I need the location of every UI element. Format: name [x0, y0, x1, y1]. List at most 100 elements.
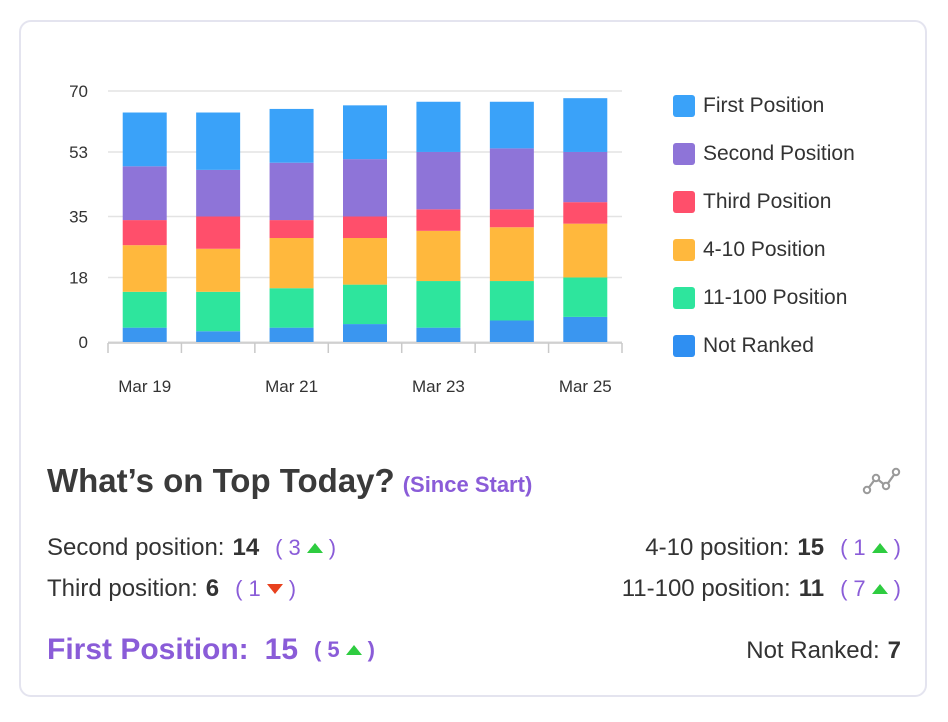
arrow-down-icon [266, 584, 283, 594]
legend-label: 4-10 Position [703, 238, 826, 261]
bar-segment [563, 277, 608, 317]
bar-segment [343, 324, 387, 342]
legend-label: Third Position [703, 190, 832, 213]
bar-segment [416, 209, 461, 231]
since-start-link[interactable]: (Since Start) [402, 472, 533, 497]
legend-item-first-position[interactable]: First Position [673, 94, 824, 118]
stat-second-position: Second position: 14 (3) [47, 534, 336, 562]
x-tick-label: Mar 21 [265, 377, 318, 396]
bar-segment [489, 320, 534, 342]
bar-segment [122, 245, 167, 292]
y-tick-label: 53 [69, 143, 88, 162]
stat-label: 4-10 position: [645, 534, 790, 561]
legend-label: Not Ranked [703, 334, 814, 357]
legend-item-not-ranked[interactable]: Not Ranked [673, 334, 814, 358]
stat-label: First Position: [47, 633, 249, 666]
legend-item-third-position[interactable]: Third Position [673, 190, 831, 214]
arrow-up-icon [306, 543, 323, 553]
bar-segment [269, 108, 314, 163]
legend-item-second-position[interactable]: Second Position [673, 142, 855, 166]
bar-segment [196, 331, 241, 342]
bar-segment [489, 101, 534, 149]
delta-value: 1 [853, 535, 866, 560]
legend-item-4-10-position[interactable]: 4-10 Position [673, 238, 826, 262]
bar-segment [416, 327, 461, 342]
stat-label: Third position: [47, 575, 198, 602]
bar-segment [269, 238, 314, 289]
bar-segment [196, 291, 241, 332]
bar-segment [416, 101, 461, 152]
bar-segment [343, 216, 387, 239]
bar-segment [563, 202, 608, 224]
legend-swatch [673, 95, 695, 117]
stat-first-position: First Position: 15 (5) [47, 633, 375, 667]
delta-value: 1 [248, 576, 261, 601]
bar-segment [563, 316, 608, 342]
delta-value: 3 [288, 535, 301, 560]
delta-value: 7 [853, 576, 866, 601]
delta-value: 5 [327, 637, 340, 662]
y-tick-label: 0 [79, 333, 88, 352]
bar-segment [343, 105, 387, 160]
stat-value: 11 [798, 575, 825, 602]
bar-segment [196, 248, 241, 292]
bar-segment [489, 281, 534, 321]
stat-delta: (3) [275, 535, 337, 560]
stat-value: 15 [797, 534, 825, 561]
bar-segment [416, 281, 461, 328]
bar-segment [489, 227, 534, 282]
line-chart-icon[interactable] [862, 466, 902, 496]
bar-segment [563, 223, 608, 278]
bar-segment [122, 220, 167, 246]
stat-label: 11-100 position: [621, 575, 791, 602]
bar-segment [269, 162, 314, 221]
bar-segment [416, 230, 461, 282]
bar-segment [563, 151, 608, 203]
x-tick-label: Mar 25 [559, 377, 612, 396]
section-title-text: What’s on Top Today? [47, 462, 395, 499]
arrow-up-icon [345, 645, 362, 655]
bar-segment [489, 148, 534, 210]
stat-third-position: Third position: 6 (1) [47, 575, 296, 603]
bar-segment [269, 327, 314, 342]
bar-segment [196, 112, 241, 170]
section-title: What’s on Top Today? (Since Start) [47, 462, 532, 500]
legend-label: 11-100 Position [703, 286, 848, 309]
legend-swatch [673, 143, 695, 165]
bar-segment [343, 159, 387, 217]
stat-value: 14 [232, 534, 260, 561]
stat-delta: (1) [235, 576, 297, 601]
stacked-bar-chart: 0 18 35 53 70 Mar 19 Mar 21 Mar 23 Mar 25 [69, 82, 623, 396]
bar-segment [563, 98, 608, 152]
bar-segment [122, 291, 167, 328]
bar-segment [489, 209, 534, 228]
y-tick-label: 35 [69, 208, 88, 227]
stat-value: 6 [205, 575, 220, 602]
arrow-up-icon [871, 543, 888, 553]
bar-segment [343, 284, 387, 325]
bar-segment [122, 112, 167, 167]
legend-item-11-100-position[interactable]: 11-100 Position [673, 286, 847, 310]
stat-delta: (1) [840, 535, 901, 560]
stat-not-ranked: Not Ranked: 7 [746, 637, 901, 665]
stat-4-10-position: 4-10 position: 15 (1) [645, 534, 901, 562]
legend-swatch [673, 335, 695, 357]
stat-label: Not Ranked: [746, 637, 880, 664]
bar-segment [196, 216, 241, 249]
legend-label: First Position [703, 94, 825, 117]
stats-card [19, 20, 927, 697]
stat-delta: (5) [314, 637, 375, 662]
legend-label: Second Position [703, 142, 855, 165]
x-tick-label: Mar 23 [412, 377, 465, 396]
bar-segment [416, 151, 461, 210]
legend-swatch [673, 191, 695, 213]
bar-segment [196, 169, 241, 217]
bar-segment [122, 166, 167, 221]
stat-11-100-position: 11-100 position: 11 (7) [622, 575, 901, 603]
bar-segment [343, 238, 387, 285]
x-tick-label: Mar 19 [118, 377, 171, 396]
arrow-up-icon [871, 584, 888, 594]
y-tick-label: 70 [69, 82, 88, 101]
legend-swatch [673, 287, 695, 309]
bar-segment [122, 327, 167, 342]
